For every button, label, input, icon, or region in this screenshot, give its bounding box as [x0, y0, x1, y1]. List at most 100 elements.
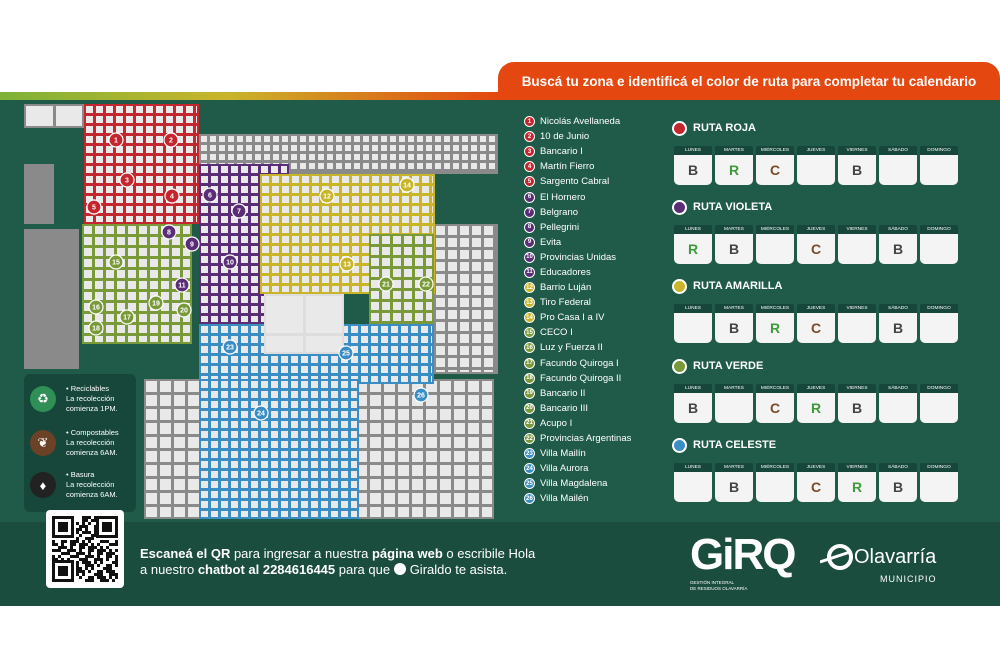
- city-block: [186, 106, 193, 113]
- city-block: [291, 356, 298, 363]
- city-block: [176, 216, 183, 222]
- city-block: [471, 136, 477, 142]
- city-block: [440, 409, 451, 420]
- city-block: [241, 326, 248, 333]
- city-block: [211, 356, 218, 363]
- city-block: [116, 216, 123, 222]
- city-block: [321, 381, 328, 388]
- qr-module: [76, 522, 79, 525]
- city-block: [482, 437, 492, 448]
- zone-marker-label: 18: [92, 326, 100, 333]
- day-label: JUEVES: [797, 463, 835, 472]
- city-block: [156, 166, 163, 173]
- city-block: [318, 154, 324, 160]
- city-block: [211, 431, 218, 438]
- qr-code[interactable]: [46, 510, 124, 588]
- city-block: [331, 501, 338, 508]
- city-block: [302, 236, 309, 243]
- zone-marker: [108, 132, 124, 148]
- city-block: [231, 471, 238, 478]
- city-block: [301, 501, 308, 508]
- city-block: [331, 356, 338, 363]
- city-block: [382, 186, 389, 193]
- day-label: MARTES: [715, 463, 753, 472]
- city-block: [412, 226, 419, 233]
- city-block: [241, 441, 248, 448]
- city-block: [126, 116, 133, 123]
- city-block: [196, 216, 197, 222]
- qr-module: [94, 519, 97, 522]
- city-block: [426, 136, 432, 142]
- city-block: [480, 163, 486, 169]
- city-block: [262, 266, 269, 273]
- city-block: [321, 501, 328, 508]
- zone-item: 3 Bancario I: [524, 144, 674, 159]
- day-column: MARTES B: [715, 304, 753, 344]
- city-block: [392, 196, 399, 203]
- qr-module: [73, 549, 76, 552]
- qr-module: [100, 540, 103, 543]
- city-block: [211, 491, 218, 498]
- qr-module: [94, 558, 97, 561]
- city-block: [160, 465, 171, 476]
- qr-module: [85, 561, 88, 564]
- city-block: [370, 451, 381, 462]
- zone-marker: [222, 339, 238, 355]
- city-block: [160, 395, 171, 406]
- qr-module: [58, 546, 61, 549]
- city-block: [281, 366, 288, 373]
- city-block: [282, 206, 289, 213]
- city-block: [426, 423, 437, 434]
- city-block: [301, 441, 308, 448]
- city-block: [311, 391, 318, 398]
- city-block: [150, 226, 158, 234]
- city-block: [472, 310, 481, 319]
- city-block: [381, 326, 388, 333]
- city-block: [480, 145, 486, 151]
- recycle-icon: ♻: [30, 386, 56, 412]
- city-block: [117, 325, 125, 333]
- city-block: [311, 481, 318, 488]
- day-cell: R: [838, 472, 876, 502]
- city-block: [415, 302, 423, 310]
- city-block: [341, 381, 348, 388]
- city-block: [435, 136, 441, 142]
- city-block: [382, 258, 390, 266]
- city-block: [139, 292, 147, 300]
- city-block: [291, 411, 298, 418]
- city-block: [480, 154, 486, 160]
- day-label: MIÉRCOLES: [756, 304, 794, 313]
- city-block: [126, 196, 133, 203]
- qr-module: [70, 543, 73, 546]
- city-block: [241, 491, 248, 498]
- city-block: [332, 216, 339, 223]
- day-cell: R: [715, 155, 753, 185]
- qr-module: [76, 570, 79, 573]
- municipio-label: MUNICIPIO: [880, 574, 937, 584]
- city-block: [161, 237, 169, 245]
- city-block: [128, 237, 136, 245]
- city-block: [251, 381, 258, 388]
- city-block: [251, 266, 258, 273]
- route-roja: RUTA ROJA LUNES B MARTES R MIÉRCOLES C JUEVES VI…: [672, 120, 964, 190]
- city-block: [454, 507, 465, 517]
- city-block: [221, 306, 228, 313]
- city-block: [341, 366, 348, 373]
- city-block: [231, 491, 238, 498]
- city-block: [281, 501, 288, 508]
- zone-number-badge: 1: [524, 116, 535, 128]
- city-block: [281, 356, 288, 363]
- city-block: [231, 411, 238, 418]
- qr-module: [76, 555, 79, 558]
- qr-module: [82, 540, 85, 543]
- city-block: [412, 409, 423, 420]
- city-block: [139, 325, 147, 333]
- city-block: [372, 216, 379, 223]
- day-column: VIERNES: [838, 304, 876, 344]
- footer-text-3: a nuestro: [140, 562, 198, 577]
- city-block: [422, 226, 429, 233]
- footer-text: Escaneá el QR para ingresar a nuestra pá…: [140, 546, 535, 578]
- city-block: [201, 296, 208, 303]
- zone-item: 4 Martín Fierro: [524, 159, 674, 174]
- city-block: [146, 507, 157, 517]
